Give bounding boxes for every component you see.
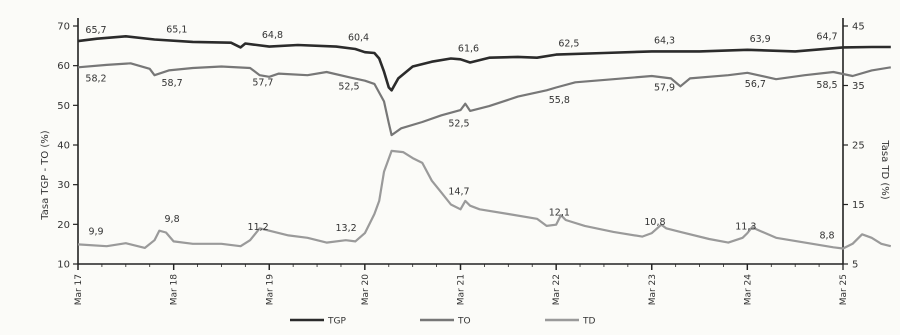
data-label-to: 58,7 [161, 78, 182, 89]
data-label-to: 58,5 [816, 80, 837, 91]
right-y-tick-label: 5 [852, 260, 858, 271]
data-label-td: 9,8 [165, 214, 180, 225]
left-y-tick-label: 10 [57, 260, 70, 271]
data-label-td: 10,8 [644, 217, 665, 228]
data-label-to: 52,5 [338, 81, 359, 92]
left-y-tick-label: 30 [57, 180, 70, 191]
x-tick-label: Mar 21 [457, 274, 467, 305]
x-tick-label: Mar 25 [839, 274, 849, 305]
axes: 10 20 30 40 50 60 70 5 15 25 35 45 Mar 17 Mar 18 Mar 1… [57, 18, 865, 306]
data-label-tgp: 60,4 [348, 32, 369, 43]
data-label-tgp: 62,5 [558, 38, 579, 49]
data-label-tgp: 64,8 [262, 30, 283, 41]
data-label-tgp: 63,9 [750, 34, 771, 45]
data-label-to: 52,5 [448, 119, 469, 130]
x-tick-label: Mar 20 [361, 274, 371, 306]
data-label-td: 12,1 [549, 207, 570, 218]
right-y-tick-label: 25 [852, 141, 865, 152]
data-label-td: 11,2 [248, 222, 269, 233]
left-y-tick-label: 40 [57, 141, 70, 152]
x-tick-label: Mar 17 [74, 274, 84, 305]
right-y-tick-label: 35 [852, 81, 865, 92]
series-line-to [77, 62, 891, 137]
x-tick-label: Mar 24 [743, 274, 753, 306]
left-axis-label: Tasa TGP - TO (%) [40, 130, 51, 221]
data-label-to: 55,8 [549, 95, 570, 106]
data-label-td: 14,7 [448, 187, 469, 198]
right-y-tick-label: 45 [852, 22, 865, 33]
data-label-tgp: 64,3 [654, 35, 675, 46]
data-label-tgp: 61,6 [458, 43, 479, 54]
data-label-tgp: 65,1 [166, 24, 187, 35]
right-y-tick-label: 15 [852, 200, 865, 211]
x-tick-label: Mar 22 [552, 274, 562, 305]
legend-label-to: TO [457, 317, 471, 327]
x-tick-label: Mar 18 [170, 274, 180, 306]
data-label-to: 57,7 [252, 78, 273, 89]
data-label-tgp: 65,7 [85, 25, 106, 36]
right-axis-label: Tasa TD (%) [879, 139, 890, 199]
series-line-tgp [77, 35, 891, 92]
x-tick-label: Mar 19 [265, 274, 275, 306]
data-label-to: 57,9 [654, 83, 675, 94]
data-label-to: 58,2 [85, 73, 106, 84]
series-line-td [77, 149, 892, 250]
data-label-td: 13,2 [336, 223, 357, 234]
left-y-tick-label: 70 [57, 22, 70, 33]
left-y-tick-label: 20 [57, 220, 70, 231]
legend-label-tgp: TGP [327, 317, 346, 327]
left-y-tick-label: 60 [57, 61, 70, 72]
series-layer [77, 35, 892, 250]
legend-label-td: TD [582, 317, 595, 327]
legend: TGP TO TD [290, 317, 595, 327]
data-labels: 65,7 65,1 64,8 60,4 61,6 62,5 64,3 63,9 64,7 58,2… [85, 24, 837, 241]
data-label-td: 8,8 [819, 231, 834, 242]
data-label-to: 56,7 [745, 79, 766, 90]
data-label-td: 9,9 [88, 226, 103, 237]
x-tick-label: Mar 23 [648, 274, 658, 305]
data-label-td: 11,3 [735, 221, 756, 232]
data-label-tgp: 64,7 [816, 31, 837, 42]
left-y-tick-label: 50 [57, 101, 70, 112]
